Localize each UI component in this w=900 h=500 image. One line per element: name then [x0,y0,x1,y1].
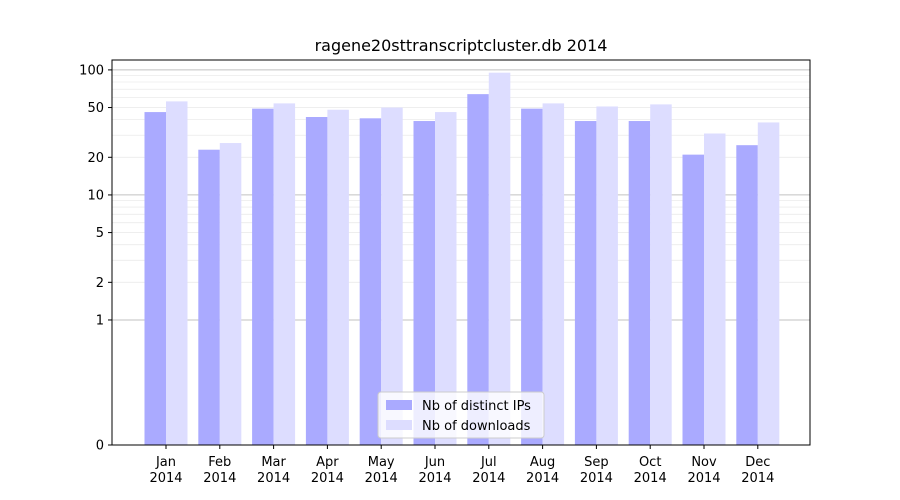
bar-distinct-ips [574,121,597,446]
bar-downloads [596,106,618,445]
x-tick-label: Sep 2014 [580,455,613,486]
y-tick-label: 5 [96,226,104,241]
y-tick-label: 1 [96,313,104,328]
legend-swatch [386,400,412,410]
y-tick-label: 10 [87,188,104,203]
legend [377,391,545,439]
x-tick-label: Oct 2014 [634,455,667,486]
bar-downloads [166,101,188,445]
legend-swatch [386,420,412,430]
bar-distinct-ips [628,121,651,446]
y-tick-label: 2 [96,276,104,291]
x-tick-label: Apr 2014 [311,455,344,486]
bar-distinct-ips [359,118,382,445]
x-tick-label: Nov 2014 [687,455,720,486]
bar-distinct-ips [305,117,328,445]
bar-downloads [273,103,296,446]
x-tick-label: Jul 2014 [472,455,505,486]
bar-distinct-ips [144,112,166,445]
x-tick-label: Mar 2014 [257,455,290,486]
bar-downloads [327,109,349,445]
x-tick-label: Jan 2014 [149,455,182,486]
bar-distinct-ips [682,154,704,446]
bar-downloads [650,104,672,445]
x-tick-label: Dec 2014 [741,455,774,486]
bar-downloads [757,122,780,445]
x-tick-label: Jun 2014 [418,455,451,486]
bar-distinct-ips [198,149,220,446]
y-tick-label: 50 [87,101,104,116]
bar-distinct-ips [736,145,758,445]
y-tick-label: 0 [96,439,104,454]
x-tick-label: Feb 2014 [203,455,236,486]
bar-downloads [488,72,511,445]
bar-downloads [704,133,726,445]
bar-distinct-ips [252,108,274,445]
bar-downloads [381,107,403,446]
bar-downloads [219,143,242,445]
legend-label: Nb of distinct IPs [422,399,531,414]
chart-title: ragene20sttranscriptcluster.db 2014 [315,36,608,55]
bar-distinct-ips [467,94,489,446]
bar-distinct-ips [413,121,435,446]
bar-downloads [435,112,457,445]
x-tick-label: May 2014 [365,455,398,486]
x-tick-label: Aug 2014 [526,455,559,486]
y-tick-label: 100 [79,63,104,78]
bar-distinct-ips [521,108,543,445]
legend-label: Nb of downloads [422,419,531,434]
y-tick-label: 20 [87,151,104,166]
bar-downloads [542,103,565,446]
plot-frame [111,59,811,446]
